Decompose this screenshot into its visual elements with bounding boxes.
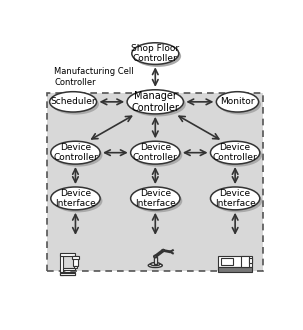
Ellipse shape	[133, 189, 182, 213]
FancyBboxPatch shape	[249, 258, 252, 263]
FancyBboxPatch shape	[221, 258, 233, 265]
FancyBboxPatch shape	[60, 253, 75, 256]
Ellipse shape	[127, 90, 184, 114]
FancyBboxPatch shape	[63, 268, 75, 270]
Text: Device
Controller: Device Controller	[133, 143, 178, 162]
Ellipse shape	[51, 187, 100, 210]
Ellipse shape	[129, 92, 186, 116]
Ellipse shape	[131, 141, 180, 164]
Ellipse shape	[134, 45, 181, 67]
Ellipse shape	[162, 249, 165, 251]
Ellipse shape	[133, 144, 182, 167]
FancyBboxPatch shape	[154, 257, 157, 264]
Ellipse shape	[211, 187, 260, 210]
Text: Shop Floor
Controller: Shop Floor Controller	[131, 44, 179, 63]
Ellipse shape	[52, 94, 99, 115]
Text: Scheduler: Scheduler	[50, 97, 96, 106]
FancyBboxPatch shape	[75, 266, 76, 268]
Ellipse shape	[53, 144, 102, 167]
Ellipse shape	[154, 255, 157, 258]
Ellipse shape	[211, 141, 260, 164]
FancyBboxPatch shape	[218, 256, 252, 267]
Text: Device
Interface: Device Interface	[135, 189, 176, 208]
Text: Monitor: Monitor	[220, 97, 255, 106]
FancyBboxPatch shape	[241, 256, 249, 267]
Ellipse shape	[53, 189, 102, 213]
Ellipse shape	[219, 94, 261, 115]
Text: Manufacturing Cell
Controller: Manufacturing Cell Controller	[54, 67, 134, 86]
Ellipse shape	[213, 144, 262, 167]
Ellipse shape	[151, 263, 160, 266]
Ellipse shape	[51, 141, 100, 164]
FancyBboxPatch shape	[73, 256, 78, 266]
Text: Device
Interface: Device Interface	[215, 189, 255, 208]
Ellipse shape	[132, 43, 179, 64]
Ellipse shape	[148, 263, 162, 268]
FancyBboxPatch shape	[60, 254, 63, 275]
FancyBboxPatch shape	[72, 256, 79, 259]
Ellipse shape	[213, 189, 262, 213]
Text: Device
Controller: Device Controller	[213, 143, 258, 162]
Ellipse shape	[131, 187, 180, 210]
Ellipse shape	[50, 92, 97, 112]
FancyBboxPatch shape	[60, 273, 75, 275]
Text: Device
Interface: Device Interface	[55, 189, 96, 208]
FancyBboxPatch shape	[60, 272, 75, 275]
Text: Device
Controller: Device Controller	[53, 143, 98, 162]
Text: Manager
Controller: Manager Controller	[131, 91, 179, 113]
Ellipse shape	[216, 92, 259, 112]
FancyBboxPatch shape	[218, 267, 252, 273]
FancyBboxPatch shape	[47, 93, 263, 271]
